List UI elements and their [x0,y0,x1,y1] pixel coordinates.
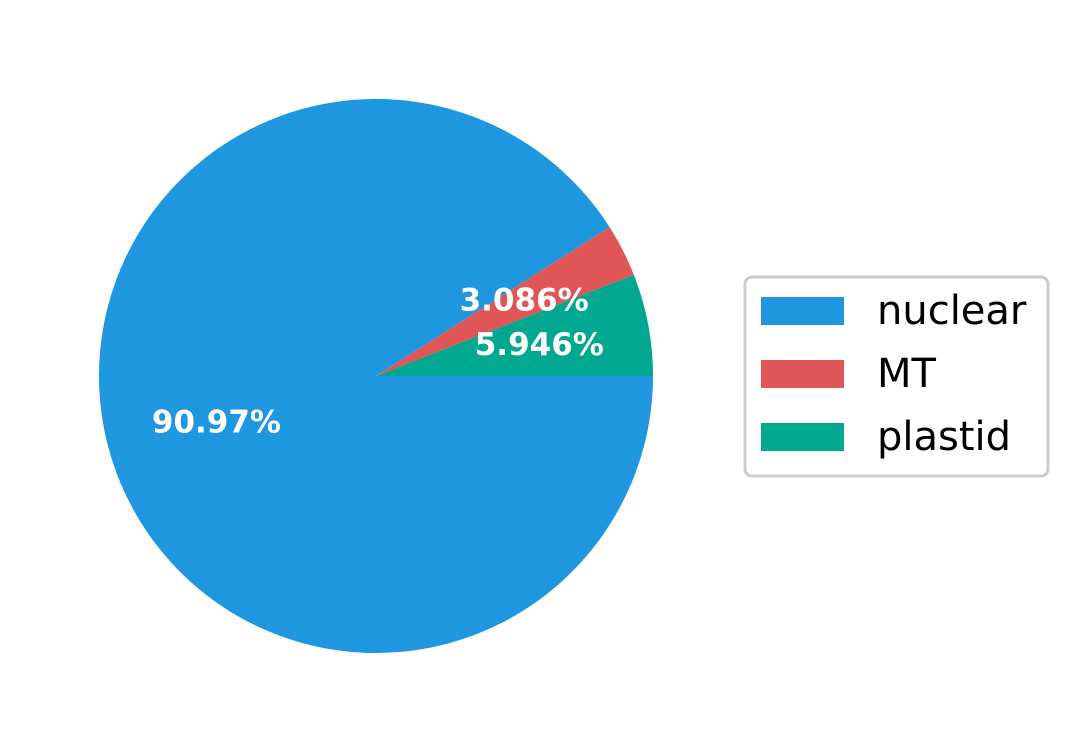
pie-value-labels: 90.97% 3.086% 5.946% [152,283,604,441]
legend-swatch-nuclear [761,297,844,325]
pie-slice-nuclear [98,98,653,653]
pie-value-label-mt: 3.086% [460,283,589,319]
legend-label-nuclear: nuclear [877,288,1027,334]
pie-value-label-nuclear: 90.97% [152,405,281,441]
legend: nuclear MT plastid [743,275,1050,478]
legend-swatch-plastid [761,423,844,451]
legend-label-mt: MT [877,351,937,397]
pie-slice-mt [376,227,634,376]
legend-swatch-mt [761,360,844,388]
pie-slices [98,98,653,653]
pie-value-label-plastid: 5.946% [475,327,604,363]
legend-label-plastid: plastid [877,414,1011,460]
pie-slice-plastid [376,274,653,376]
